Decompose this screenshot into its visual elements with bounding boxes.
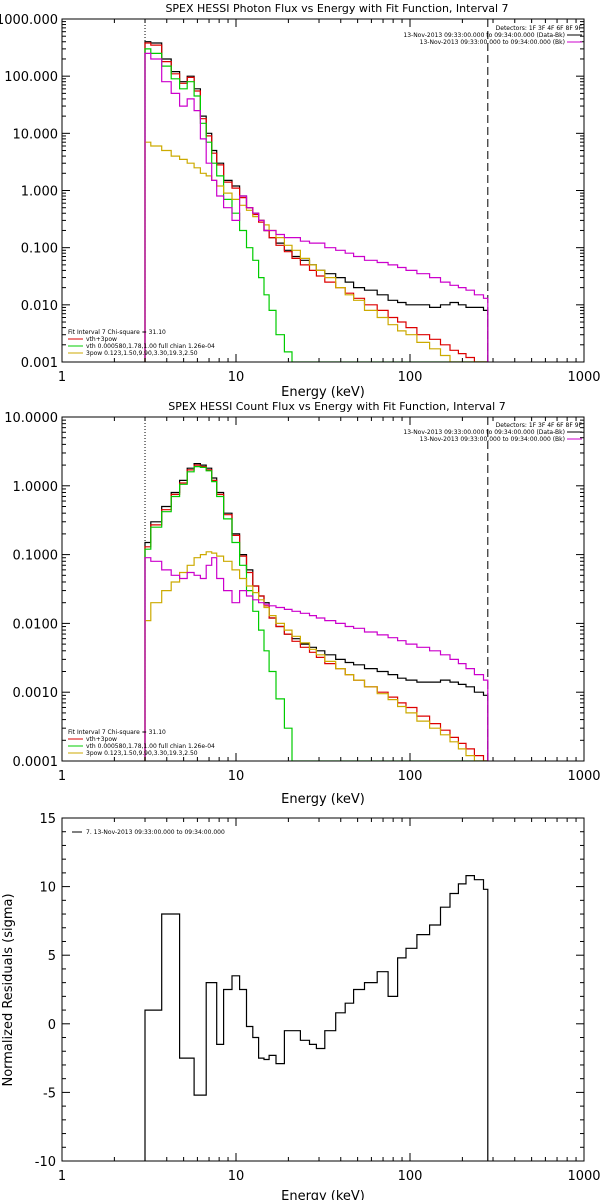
panel1-series-1 bbox=[144, 41, 489, 362]
panel2-ytick-label: 1.0000 bbox=[13, 480, 59, 495]
panel2-title: SPEX HESSI Count Flux vs Energy with Fit… bbox=[168, 400, 505, 413]
panel1-legend-entry-bk: 13-Nov-2013 09:33:00.000 to 09:34:00.000… bbox=[420, 39, 565, 46]
panel1-fit-info: Fit Interval 7 Chi-square = 31.10 vth+3p… bbox=[68, 329, 215, 357]
panel3-xtick-label: 1 bbox=[58, 1169, 66, 1184]
panel1-xtick-label: 1 bbox=[58, 370, 66, 385]
panel3-ytick-label: 15 bbox=[39, 812, 56, 827]
panel2-ytick-label: 0.0001 bbox=[13, 755, 59, 770]
panel2-ytick-label: 0.0010 bbox=[13, 686, 59, 701]
panel3-xlabel: Energy (keV) bbox=[281, 1189, 365, 1200]
panel3-ytick-label: 5 bbox=[48, 949, 56, 964]
panel1-series-2 bbox=[144, 42, 488, 362]
panel3-ytick-label: 0 bbox=[48, 1018, 56, 1033]
panel1-ytick-label: 10.000 bbox=[13, 127, 59, 142]
panel1-xlabel: Energy (keV) bbox=[281, 385, 365, 400]
panel3-frame bbox=[61, 817, 585, 1162]
panel1-fit-total: vth+3pow bbox=[86, 336, 117, 343]
panel2-legend: Detectors: 1F 3F 4F 6F 8F 9F 13-Nov-2013… bbox=[403, 422, 582, 443]
count-flux-panel: SPEX HESSI Count Flux vs Energy with Fit… bbox=[4, 400, 600, 807]
panel1-fit-chi: Fit Interval 7 Chi-square = 31.10 bbox=[68, 329, 166, 336]
panel2-plot-area bbox=[144, 417, 489, 761]
panel2-series-2 bbox=[144, 464, 488, 761]
panel2-ytick-label: 0.1000 bbox=[13, 549, 59, 564]
panel2-fit-vth: vth 0.000580,1.78,1.00 full chian 1.26e-… bbox=[86, 743, 215, 750]
residuals-panel: 1 10 100 1000 15 10 5 0 -5 -10 7. 13-Nov-2013 09:… bbox=[1, 812, 600, 1200]
panel2-fit-3pow: 3pow 0.123,1.50,9.90,3.30,19.3,2.50 bbox=[86, 750, 198, 757]
panel2-legend-entry-data: 13-Nov-2013 09:33:00.000 to 09:34:00.000… bbox=[403, 429, 565, 436]
panel3-series-1 bbox=[144, 875, 489, 1161]
panel2-frame bbox=[61, 416, 585, 762]
panel1-ytick-label: 0.001 bbox=[21, 356, 58, 371]
panel2-series-3 bbox=[144, 466, 488, 761]
panel3-ytick-label: -5 bbox=[43, 1086, 56, 1101]
panel1-series-3 bbox=[144, 48, 488, 362]
panel2-xlabel: Energy (keV) bbox=[281, 792, 365, 807]
panel2-legend-entry-bk: 13-Nov-2013 09:33:00.000 to 09:34:00.000… bbox=[420, 436, 565, 443]
panel1-ytick-label: 100.000 bbox=[4, 70, 58, 85]
panel2-xtick-label: 100 bbox=[398, 769, 423, 784]
panel1-fit-3pow: 3pow 0.123,1.50,9.90,3.30,19.3,2.50 bbox=[86, 350, 198, 357]
panel2-legend-header: Detectors: 1F 3F 4F 6F 8F 9F bbox=[496, 422, 583, 429]
panel2-axes: 1 10 100 1000 10.0000 1.0000 0.1000 0.0100 0.001… bbox=[4, 411, 600, 784]
panel1-ytick-label: 0.100 bbox=[21, 242, 58, 257]
panel1-title: SPEX HESSI Photon Flux vs Energy with Fi… bbox=[165, 2, 508, 15]
panel1-ytick-label: 1000.000 bbox=[0, 13, 58, 28]
panel2-xtick-label: 10 bbox=[228, 769, 245, 784]
panel2-ytick-label: 10.0000 bbox=[4, 411, 58, 426]
panel3-xtick-label: 1000 bbox=[567, 1169, 600, 1184]
panel2-xtick-label: 1 bbox=[58, 769, 66, 784]
panel3-xtick-label: 10 bbox=[228, 1169, 245, 1184]
panel1-fit-vth: vth 0.000580,1.78,1.00 full chian 1.26e-… bbox=[86, 343, 215, 350]
panel1-ytick-label: 1.000 bbox=[21, 185, 58, 200]
panel3-ylabel: Normalized Residuals (sigma) bbox=[1, 893, 16, 1086]
panel1-frame bbox=[61, 18, 585, 363]
panel2-fit-chi: Fit Interval 7 Chi-square = 31.10 bbox=[68, 729, 166, 736]
panel3-ytick-label: -10 bbox=[35, 1155, 56, 1170]
panel1-xtick-label: 100 bbox=[398, 370, 423, 385]
panel3-ytick-label: 10 bbox=[39, 881, 56, 896]
panel1-ytick-label: 0.010 bbox=[21, 299, 58, 314]
panel1-legend-header: Detectors: 1F 3F 4F 6F 8F 9F bbox=[496, 25, 583, 32]
panel3-legend-entry: 7. 13-Nov-2013 09:33:00.000 to 09:34:00.… bbox=[86, 829, 225, 836]
panel3-axes: 1 10 100 1000 15 10 5 0 -5 -10 bbox=[35, 812, 600, 1184]
panel2-fit-total: vth+3pow bbox=[86, 736, 117, 743]
panel2-xtick-label: 1000 bbox=[567, 769, 600, 784]
panel2-ytick-label: 0.0100 bbox=[13, 617, 59, 632]
panel1-plot-area bbox=[144, 19, 489, 362]
panel3-plot-area bbox=[144, 875, 489, 1161]
panel1-xtick-label: 10 bbox=[228, 370, 245, 385]
panel1-xtick-label: 1000 bbox=[567, 370, 600, 385]
panel1-series-5 bbox=[144, 52, 489, 362]
panel2-series-5 bbox=[144, 557, 489, 761]
panel1-legend-entry-data: 13-Nov-2013 09:33:00.000 to 09:34:00.000… bbox=[403, 32, 565, 39]
panel2-series-4 bbox=[144, 551, 488, 761]
panel1-axes: 1 10 100 1000 1000.000 100.000 10.000 1.000 0.10… bbox=[0, 13, 600, 385]
panel1-series-4 bbox=[144, 141, 488, 362]
panel1-legend: Detectors: 1F 3F 4F 6F 8F 9F 13-Nov-2013… bbox=[403, 25, 582, 46]
panel3-legend: 7. 13-Nov-2013 09:33:00.000 to 09:34:00.… bbox=[72, 829, 225, 836]
panel2-series-1 bbox=[144, 463, 489, 761]
photon-flux-panel: SPEX HESSI Photon Flux vs Energy with Fi… bbox=[0, 2, 600, 400]
panel2-fit-info: Fit Interval 7 Chi-square = 31.10 vth+3p… bbox=[68, 729, 215, 757]
panel3-xtick-label: 100 bbox=[398, 1169, 423, 1184]
